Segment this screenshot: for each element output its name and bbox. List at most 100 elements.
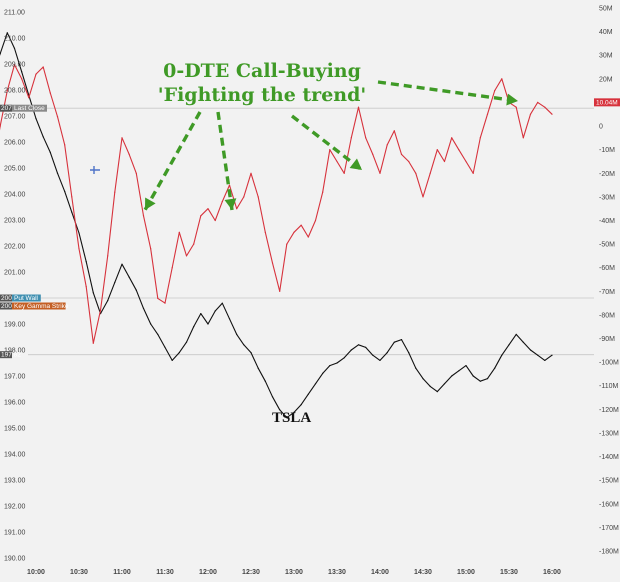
time-tick-label: 11:00: [113, 569, 131, 576]
left-tick-label: 204.00: [4, 192, 26, 199]
left-tick-label: 202.00: [4, 244, 26, 251]
data-point: [465, 365, 467, 367]
right-tick-label: -170M: [599, 525, 619, 532]
data-point: [0, 125, 1, 127]
arrow-to-midday-rally: [290, 114, 364, 172]
right-tick-label: 50M: [599, 6, 613, 13]
data-point: [200, 215, 202, 217]
data-point: [365, 346, 367, 348]
left-tick-label: 198.00: [4, 348, 26, 355]
data-point: [128, 153, 130, 155]
data-point: [121, 137, 123, 139]
left-tick-label: 208.00: [4, 88, 26, 95]
data-point: [529, 113, 532, 115]
data-point: [372, 354, 374, 356]
right-tick-label: -90M: [599, 336, 615, 343]
data-point: [193, 326, 195, 328]
ticker-label: TSLA: [272, 410, 311, 426]
data-point: [164, 302, 166, 304]
data-point: [365, 137, 367, 139]
right-tick-label: 30M: [599, 53, 613, 60]
data-point: [157, 297, 159, 299]
data-point: [400, 153, 403, 155]
data-point: [508, 344, 510, 346]
data-point: [422, 196, 424, 198]
data-point: [171, 267, 173, 269]
data-point: [42, 136, 44, 138]
arrow-shaft: [216, 111, 234, 211]
data-point: [221, 302, 223, 304]
data-point: [221, 201, 223, 203]
series-call-buying: [0, 64, 553, 344]
data-point: [0, 53, 1, 55]
data-point: [322, 372, 324, 374]
data-point: [329, 149, 331, 151]
time-tick-label: 13:30: [328, 569, 346, 576]
data-point: [494, 367, 496, 369]
time-tick-label: 12:30: [242, 569, 260, 576]
data-point: [343, 357, 345, 359]
data-point: [264, 380, 266, 382]
price-tag-value: 200.00: [1, 303, 21, 310]
right-tick-label: 40M: [599, 29, 613, 36]
data-point: [250, 172, 252, 174]
data-point: [78, 232, 80, 234]
left-tick-label: 190.00: [4, 556, 26, 563]
left-tick-label: 194.00: [4, 452, 26, 459]
data-point: [300, 224, 302, 226]
data-point: [128, 276, 130, 278]
data-point: [178, 231, 180, 233]
right-tag-value: 10.04M: [596, 99, 618, 106]
data-point: [479, 380, 481, 382]
data-point: [135, 289, 137, 291]
arrow-to-first-rebound: [143, 111, 202, 211]
data-point: [393, 130, 395, 132]
data-point: [142, 307, 145, 309]
data-point: [451, 137, 453, 139]
data-point: [515, 333, 517, 335]
left-axis: 211.00 210.00 209.00 208.00 207.00 206.00 205.…: [4, 10, 26, 563]
right-tick-label: -180M: [599, 549, 619, 556]
data-point: [236, 333, 238, 335]
data-point: [64, 190, 66, 192]
time-tick-label: 15:30: [500, 569, 518, 576]
series-tsla: [0, 32, 553, 419]
data-point: [479, 137, 481, 139]
data-point: [271, 396, 274, 398]
price-tag-value-box: [0, 351, 12, 359]
price-tag-value: 197.82: [1, 352, 21, 359]
price-tag-label-box: [12, 104, 47, 112]
data-point: [35, 73, 37, 75]
data-point: [42, 66, 44, 68]
data-point: [114, 281, 116, 283]
data-point: [56, 172, 59, 174]
data-point: [379, 359, 381, 361]
reference-lines: [28, 107, 594, 356]
data-point: [107, 255, 109, 257]
arrow-shaft: [377, 80, 519, 103]
time-tick-label: 11:30: [156, 569, 174, 576]
blue-marker: [90, 166, 100, 174]
data-point: [343, 172, 345, 174]
time-tick-label: 14:30: [414, 569, 432, 576]
data-point: [286, 243, 288, 245]
data-point: [236, 208, 238, 210]
left-tick-label: 207.00: [4, 114, 26, 121]
price-tag-label-box: [12, 302, 66, 310]
time-tick-label: 10:00: [27, 569, 45, 576]
data-point: [501, 354, 503, 356]
data-point: [21, 71, 23, 73]
data-point: [207, 323, 209, 325]
data-point: [99, 309, 102, 311]
data-point: [185, 255, 188, 257]
data-point: [49, 92, 51, 94]
data-point: [494, 90, 496, 92]
data-point: [135, 172, 137, 174]
data-point: [250, 352, 252, 354]
arrow-head: [145, 197, 156, 210]
data-point: [515, 106, 517, 108]
price-tag-label: Last Close: [14, 105, 45, 112]
price-tag-label-box: [12, 294, 41, 302]
